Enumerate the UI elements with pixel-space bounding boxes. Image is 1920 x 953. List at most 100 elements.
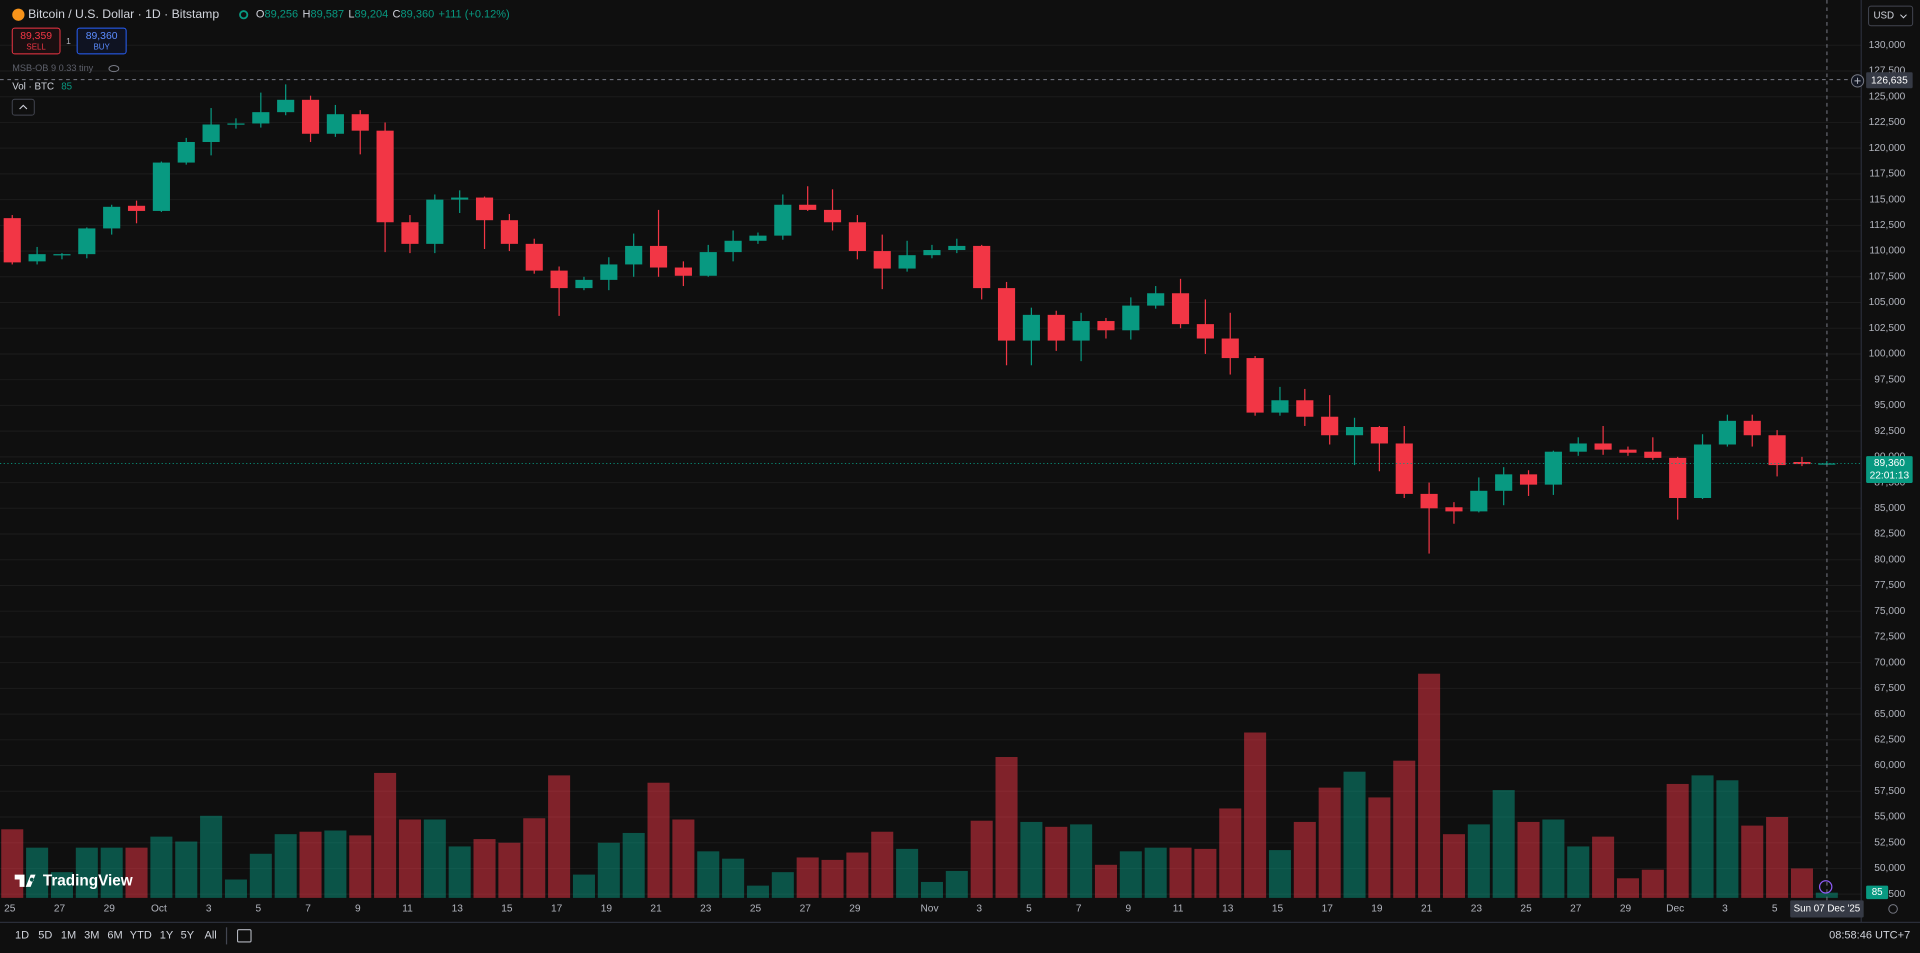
volume-bar xyxy=(50,872,73,898)
buy-box[interactable] xyxy=(76,27,127,55)
volume-bar xyxy=(1368,797,1391,898)
crosshair-date-box xyxy=(1790,900,1864,918)
x-tick-label: 5 xyxy=(1026,904,1032,915)
sell-box[interactable] xyxy=(11,27,61,55)
x-tick-label: 11 xyxy=(1173,904,1184,915)
ohlc-label: C xyxy=(393,9,401,21)
candle-body xyxy=(625,245,643,265)
volume-last-box xyxy=(1866,885,1889,900)
ohlc-legend: O89,256 H89,587 L89,204 C89,360 +111 (+0… xyxy=(256,9,510,21)
volume-bar xyxy=(75,847,98,898)
currency-chevron xyxy=(1900,14,1907,19)
candle-body xyxy=(1147,293,1165,306)
y-tick-label: 102,500 xyxy=(1869,323,1906,334)
candle-body xyxy=(550,270,568,289)
y-tick-label: 67,500 xyxy=(1874,683,1905,694)
candle-body xyxy=(1047,314,1065,341)
candle-body xyxy=(202,124,220,142)
x-tick-label: 11 xyxy=(402,904,413,915)
volume-bar xyxy=(697,851,720,898)
candle-body xyxy=(426,199,444,244)
volume-bar xyxy=(821,859,844,898)
volume-bar xyxy=(1393,760,1416,898)
x-tick-label: 29 xyxy=(104,904,116,915)
settings-icon[interactable] xyxy=(1888,904,1898,914)
volume-bar xyxy=(374,772,397,898)
x-tick-label: 29 xyxy=(849,904,861,915)
collapse-button[interactable] xyxy=(11,98,35,116)
sell-price[interactable]: 89,359 xyxy=(20,31,52,42)
eye-icon[interactable] xyxy=(108,65,120,73)
volume-bar xyxy=(1219,808,1242,898)
crosshair-price: 126,635 xyxy=(1871,76,1908,87)
volume-bar xyxy=(473,839,496,898)
volume-bar xyxy=(448,846,471,898)
candle-body xyxy=(1743,420,1761,436)
volume-bar xyxy=(1,829,24,898)
volume-bar xyxy=(1741,825,1764,898)
symbol-title: Bitcoin / U.S. Dollar · 1D · Bitstamp xyxy=(28,7,219,21)
y-tick-label: 70,000 xyxy=(1874,657,1905,668)
y-tick-label: 62,500 xyxy=(1874,734,1905,745)
volume-bar xyxy=(224,879,247,898)
candle-body xyxy=(1072,321,1090,341)
buy-price[interactable]: 89,360 xyxy=(86,31,118,42)
volume-bar xyxy=(1169,847,1192,898)
timeframe-button[interactable]: All xyxy=(204,930,216,942)
volume-bar xyxy=(647,782,670,898)
currency-button[interactable] xyxy=(1868,5,1914,27)
timeframe-button[interactable]: 5Y xyxy=(181,930,195,942)
x-tick-label: 19 xyxy=(1371,904,1383,915)
timeframe-button[interactable]: 1Y xyxy=(160,930,174,942)
candle-body xyxy=(1768,435,1786,466)
candle-body xyxy=(973,245,991,289)
y-tick-label: 65,000 xyxy=(1874,709,1905,720)
candle-body xyxy=(1395,443,1413,494)
x-tick-label: 7 xyxy=(305,904,311,915)
timeframe-button[interactable]: 1M xyxy=(61,930,76,942)
candle-body xyxy=(376,130,394,223)
volume-bar xyxy=(1790,868,1813,898)
sell-button[interactable]: 89,359 SELL xyxy=(11,27,61,55)
y-tick-label: 80,000 xyxy=(1874,554,1905,565)
volume-bar xyxy=(523,818,546,898)
volume-bar xyxy=(1045,826,1068,898)
crosshair-price-box xyxy=(1866,72,1913,89)
y-tick-label: 82,500 xyxy=(1874,529,1905,540)
y-tick-label: 57,500 xyxy=(1874,786,1905,797)
volume-bar xyxy=(920,881,943,898)
buy-label[interactable]: BUY xyxy=(93,42,110,51)
volume-bar xyxy=(672,819,695,898)
candle-body xyxy=(103,206,121,229)
timeframe-button[interactable]: 5D xyxy=(38,930,52,942)
volume-bar xyxy=(1268,850,1291,898)
x-tick-label: 21 xyxy=(650,904,662,915)
candle-body xyxy=(1693,444,1712,499)
volume-bar xyxy=(622,832,645,898)
candle-body xyxy=(873,251,891,269)
buy-button[interactable]: 89,360 BUY xyxy=(76,27,127,55)
candle-body xyxy=(1594,443,1612,450)
candle-body xyxy=(351,114,369,131)
volume-legend: Vol · BTC xyxy=(12,82,54,93)
x-tick-label: 15 xyxy=(501,904,513,915)
timeframe-button[interactable]: 3M xyxy=(84,930,99,942)
sell-label[interactable]: SELL xyxy=(26,42,46,51)
date-range-button[interactable] xyxy=(237,929,252,943)
volume-bar xyxy=(423,819,446,898)
y-tick-label: 50,000 xyxy=(1874,863,1905,874)
volume-bar xyxy=(945,870,968,898)
x-tick-label: 19 xyxy=(601,904,613,915)
timeframe-button[interactable]: 1D xyxy=(15,930,29,942)
y-tick-label: 52,500 xyxy=(1874,837,1905,848)
candle-body xyxy=(1793,461,1811,465)
clock: 08:58:46 UTC+7 xyxy=(1829,930,1910,942)
y-tick-label: 105,000 xyxy=(1869,297,1906,308)
volume-bar xyxy=(871,831,894,898)
volume-bar xyxy=(274,834,297,898)
volume-bar xyxy=(175,841,198,898)
currency-label[interactable]: USD xyxy=(1873,11,1894,22)
alert-icon[interactable] xyxy=(1818,880,1833,894)
timeframe-button[interactable]: 6M xyxy=(107,930,122,942)
timeframe-button[interactable]: YTD xyxy=(130,930,152,942)
